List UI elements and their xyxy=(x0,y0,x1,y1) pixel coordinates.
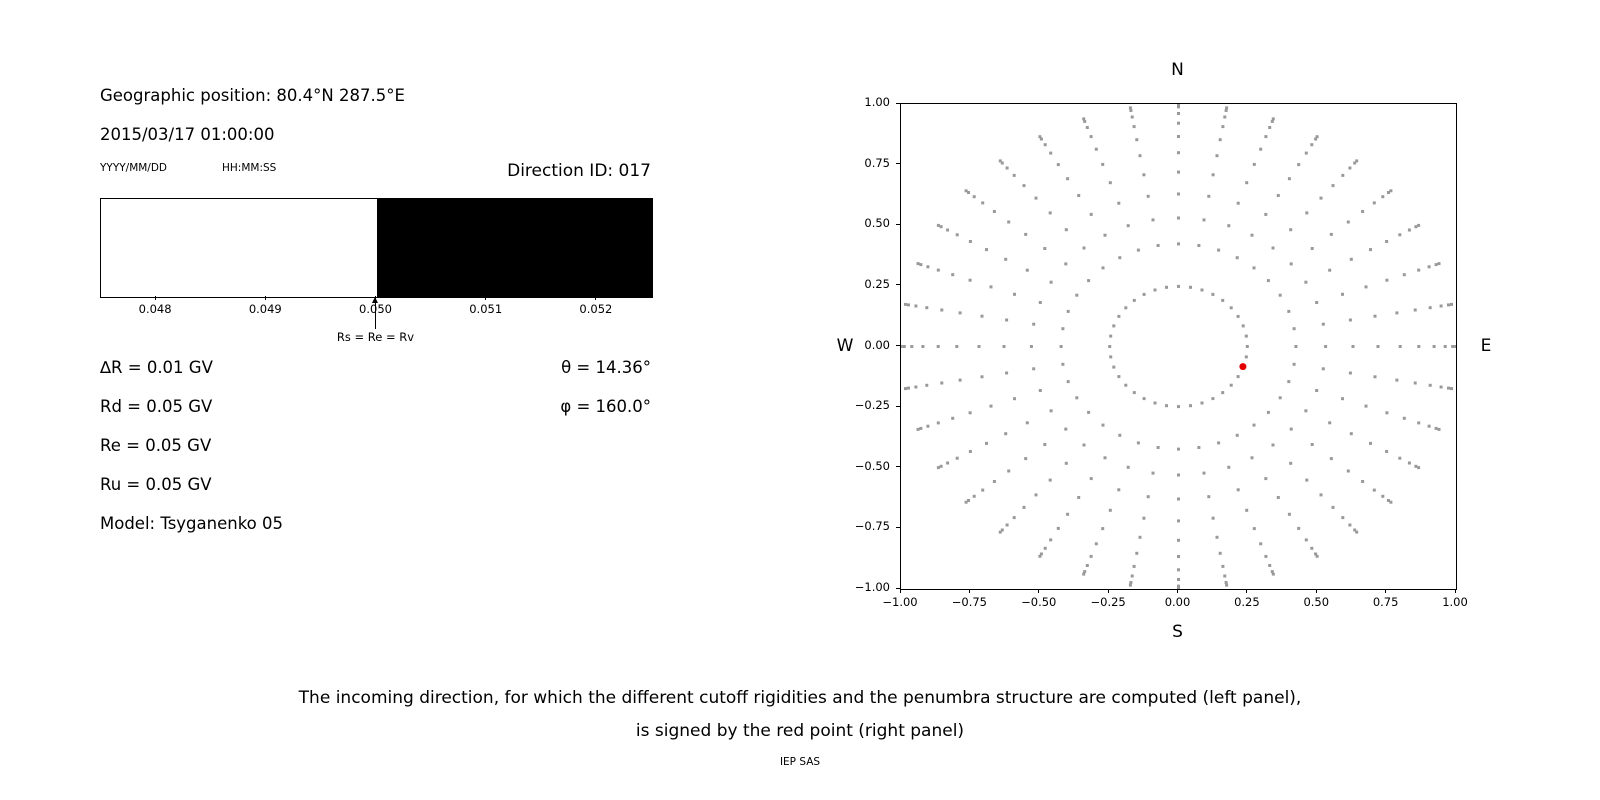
re-line: Re = 0.05 GV xyxy=(100,436,212,455)
penumbra-x-tick-label: 0.049 xyxy=(248,302,282,316)
y-tickmark xyxy=(896,526,900,528)
x-tick-label: 0.25 xyxy=(1234,595,1260,609)
y-tick-label: 0.75 xyxy=(864,155,890,170)
x-tick-label: 1.00 xyxy=(1442,595,1468,609)
allowed-band xyxy=(101,199,377,297)
delta-r-line: ∆R = 0.01 GV xyxy=(100,358,213,377)
penumbra-x-tickmark xyxy=(264,296,266,300)
penumbra-x-tick-label: 0.051 xyxy=(469,302,503,316)
penumbra-x-tickmark xyxy=(375,296,376,300)
y-tickmark xyxy=(896,223,900,225)
caption-line-1: The incoming direction, for which the di… xyxy=(298,688,1302,708)
y-tick-label: 1.00 xyxy=(864,95,890,109)
y-tick-label: 0.00 xyxy=(864,337,890,352)
y-tickmark xyxy=(896,284,900,286)
y-tick-label: −1.00 xyxy=(854,580,890,594)
x-tick-label: 0.75 xyxy=(1372,595,1399,609)
x-tick-label: −0.50 xyxy=(1021,595,1057,609)
x-tickmark xyxy=(1038,589,1040,593)
credit-label: IEP SAS xyxy=(779,756,821,768)
direction-id: Direction ID: 017 xyxy=(507,161,651,181)
forbidden-band xyxy=(376,199,652,297)
x-tickmark xyxy=(1454,589,1456,593)
direction-plot xyxy=(900,103,1457,590)
cutoff-arrow xyxy=(375,303,376,329)
penumbra-x-tickmark xyxy=(595,296,597,300)
caption-line-2: is signed by the red point (right panel) xyxy=(635,721,965,741)
x-tickmark xyxy=(899,589,901,593)
y-tickmark xyxy=(896,587,900,589)
penumbra-x-tickmark xyxy=(485,296,487,300)
x-tickmark xyxy=(1107,589,1109,593)
x-tickmark xyxy=(1246,589,1248,593)
y-tick-label: 0.25 xyxy=(864,276,890,291)
x-tick-label: −0.25 xyxy=(1090,595,1126,609)
y-tick-label: −0.75 xyxy=(854,519,890,534)
phi-value: φ = 160.0° xyxy=(560,397,651,416)
penumbra-x-tick-label: 0.048 xyxy=(138,302,172,316)
y-tick-label: −0.50 xyxy=(854,458,890,473)
datetime: 2015/03/17 01:00:00 xyxy=(100,125,275,144)
penumbra-x-tick-label: 0.050 xyxy=(359,302,392,316)
x-tickmark xyxy=(1385,589,1387,593)
y-tick-label: −0.25 xyxy=(854,398,890,413)
compass-south-label: S xyxy=(1172,622,1183,642)
y-tickmark xyxy=(896,163,900,165)
date-format-label: YYYY/MM/DD xyxy=(100,162,168,174)
x-tick-label: 0.00 xyxy=(1164,595,1191,609)
y-tickmark xyxy=(896,345,900,346)
model-line: Model: Tsyganenko 05 xyxy=(100,514,284,533)
geographic-position: Geographic position: 80.4°N 287.5°E xyxy=(100,86,405,105)
y-tickmark xyxy=(896,466,900,468)
direction-scatter xyxy=(901,104,1456,589)
compass-east-label: E xyxy=(1480,336,1492,356)
x-tickmark xyxy=(1177,589,1178,593)
y-tickmark xyxy=(896,405,900,407)
x-tick-label: −1.00 xyxy=(882,595,918,609)
rd-line: Rd = 0.05 GV xyxy=(100,397,213,416)
x-tickmark xyxy=(968,589,970,593)
cutoff-arrow-head xyxy=(372,297,378,303)
theta-value: θ = 14.36° xyxy=(561,358,651,377)
compass-west-label: W xyxy=(836,336,854,356)
x-tick-label: −0.75 xyxy=(951,595,987,609)
penumbra-x-tick-label: 0.052 xyxy=(579,302,613,316)
penumbra-band-plot xyxy=(100,198,653,298)
x-tick-label: 0.50 xyxy=(1303,595,1330,609)
compass-north-label: N xyxy=(1171,60,1184,80)
time-format-label: HH:MM:SS xyxy=(222,162,277,174)
penumbra-x-tickmark xyxy=(154,296,156,300)
y-tick-label: 0.50 xyxy=(864,216,890,231)
cutoff-arrow-label: Rs = Re = Rv xyxy=(336,330,415,344)
y-tickmark xyxy=(896,102,900,104)
ru-line: Ru = 0.05 GV xyxy=(100,475,212,494)
x-tickmark xyxy=(1315,589,1317,593)
